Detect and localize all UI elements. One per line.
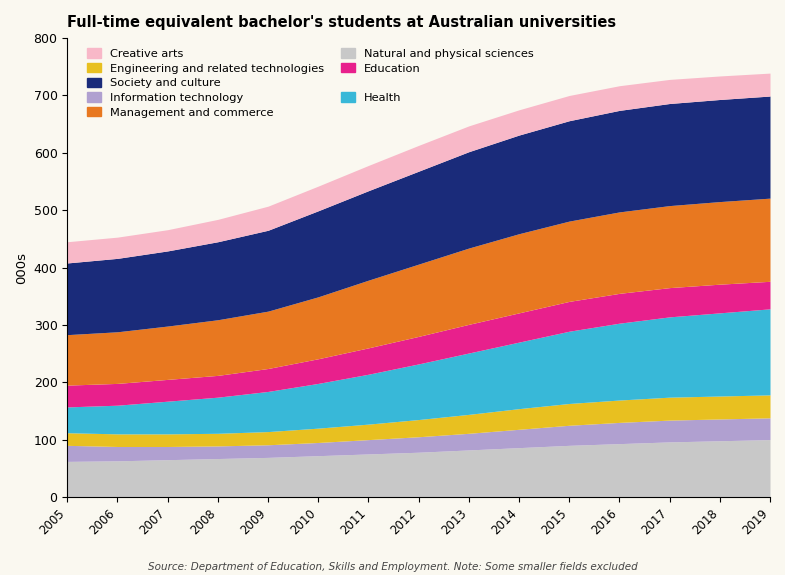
- Text: Source: Department of Education, Skills and Employment. Note: Some smaller field: Source: Department of Education, Skills …: [148, 562, 637, 572]
- Y-axis label: 000s: 000s: [15, 251, 28, 283]
- Text: Full-time equivalent bachelor's students at Australian universities: Full-time equivalent bachelor's students…: [68, 15, 616, 30]
- Legend: Creative arts, Engineering and related technologies, Society and culture, Inform: Creative arts, Engineering and related t…: [87, 48, 534, 118]
